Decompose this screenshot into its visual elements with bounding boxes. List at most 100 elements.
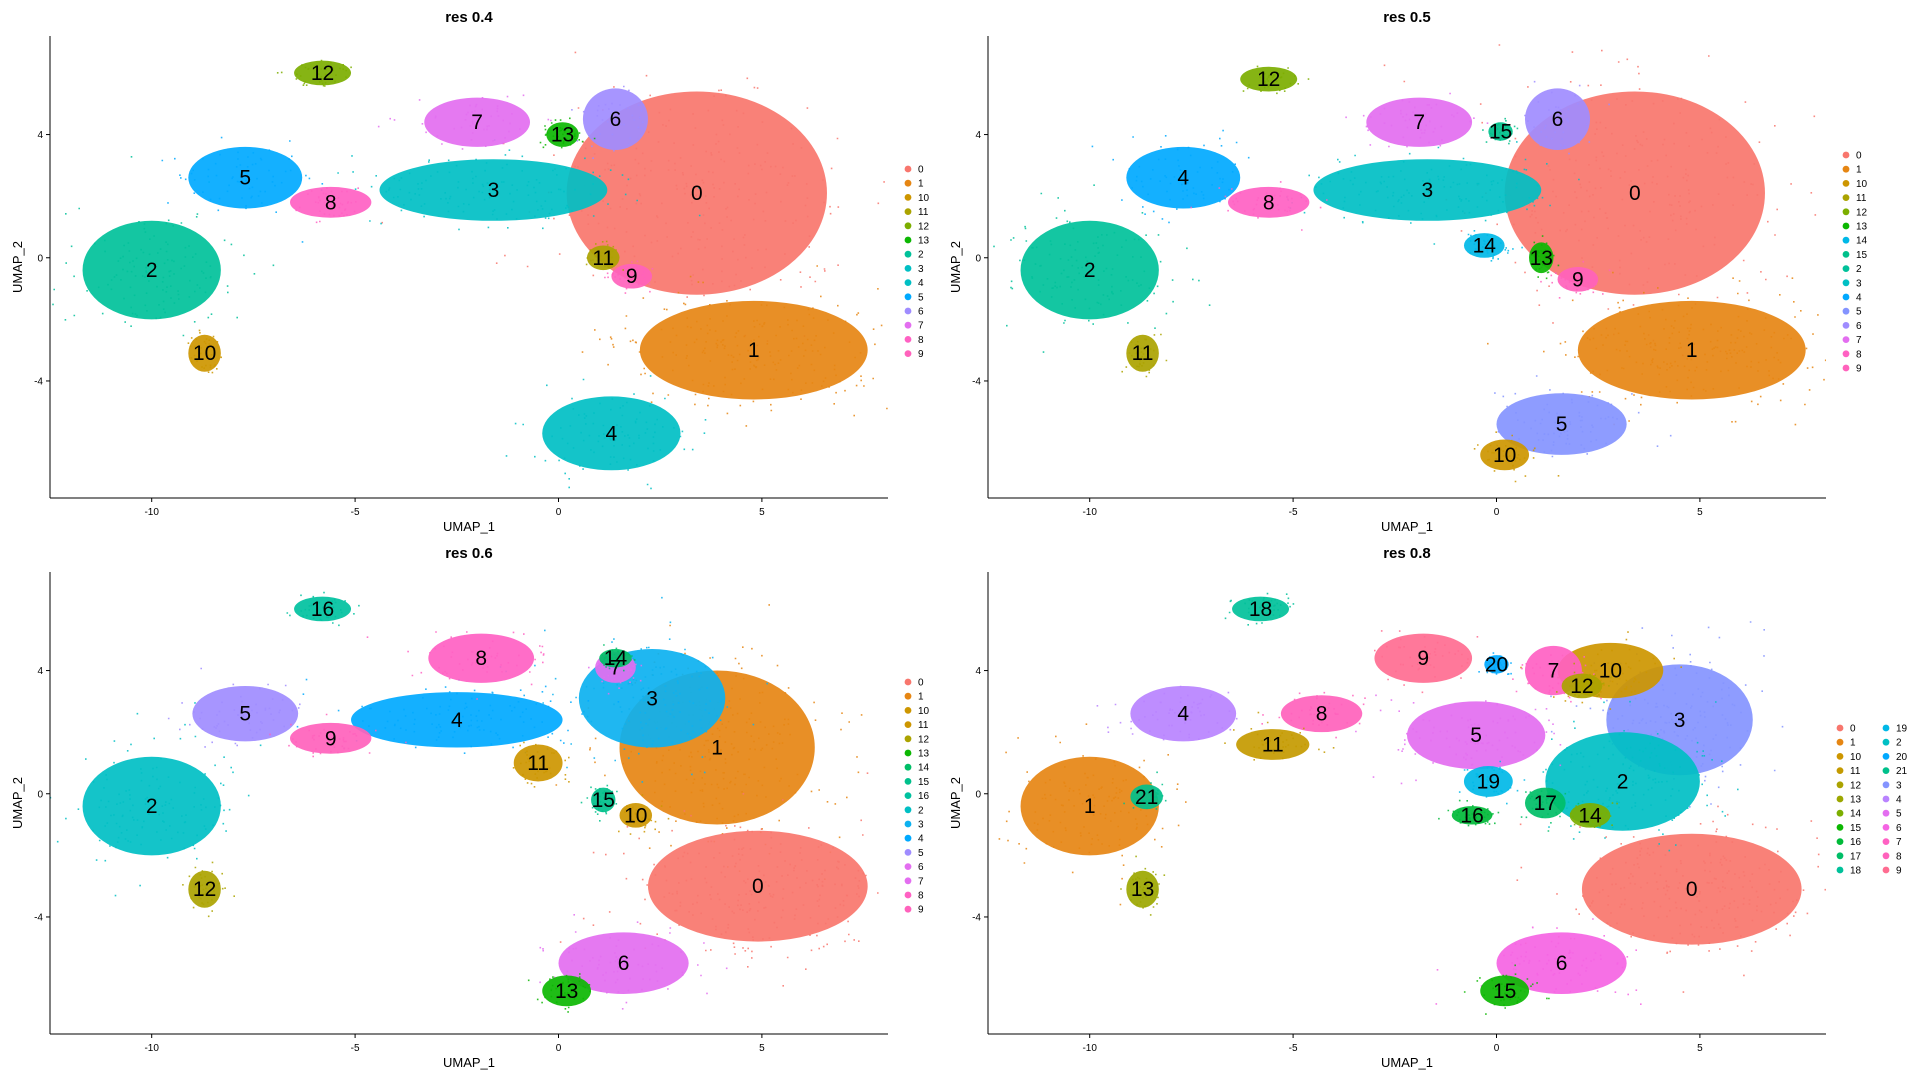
- legend-label: 1: [918, 692, 924, 703]
- x-axis-label: UMAP_1: [443, 519, 495, 534]
- cluster-9-points: [1540, 260, 1611, 299]
- cluster-16-points: [1438, 799, 1500, 827]
- cluster-9-blob: [1374, 633, 1473, 683]
- cluster-label: 9: [325, 727, 337, 750]
- cluster-label: 8: [325, 191, 337, 214]
- cluster-label: 2: [1617, 770, 1629, 793]
- legend-swatch: [904, 834, 912, 842]
- cluster-11-blob: [513, 744, 563, 782]
- cluster-label: 7: [610, 656, 622, 679]
- cluster-label: 4: [1177, 167, 1189, 190]
- cluster-14-points: [599, 644, 636, 672]
- cluster-label: 1: [748, 339, 760, 362]
- legend-label: 3: [1856, 278, 1862, 289]
- cluster-6-points: [539, 914, 728, 1010]
- cluster-9-blob: [611, 263, 653, 289]
- y-tick-label: 4: [37, 130, 43, 141]
- cluster-2-points: [50, 702, 262, 897]
- legend-swatch: [904, 877, 912, 885]
- cluster-11-points: [1224, 711, 1335, 761]
- cluster-3-points: [1286, 141, 1580, 245]
- legend-swatch: [904, 692, 912, 700]
- cluster-label: 10: [1599, 660, 1622, 683]
- panel-title: res 0.6: [445, 545, 493, 562]
- legend-swatch: [1836, 824, 1844, 831]
- cluster-label: 11: [592, 247, 614, 270]
- panel-2: res 0.5-10 -5 0 5-404UMAP_1UMAP_20123456789…: [948, 9, 1868, 534]
- point-cloud: [50, 591, 879, 1013]
- cluster-15-blob: [1488, 122, 1513, 141]
- legend-label: 7: [918, 876, 924, 887]
- legend-label: 10: [918, 706, 930, 717]
- cluster-9-points: [269, 713, 407, 758]
- cluster-label: 0: [1686, 878, 1698, 901]
- cluster-13-speckle: [1120, 855, 1166, 916]
- legend-swatch: [904, 336, 912, 343]
- cluster-13-blob: [1529, 242, 1554, 274]
- y-axis-label: UMAP_2: [10, 241, 25, 293]
- panel-title: res 0.5: [1383, 9, 1431, 26]
- cluster-label: 5: [1556, 413, 1568, 436]
- legend-label: 8: [918, 891, 924, 902]
- x-tick-label: -5: [1289, 1043, 1298, 1054]
- legend-label: 12: [918, 221, 930, 232]
- legend-label: 8: [918, 335, 924, 346]
- legend-label: 10: [918, 193, 930, 204]
- legend-label: 2: [1896, 738, 1902, 749]
- legend-swatch: [1882, 781, 1890, 789]
- cluster-label: 13: [1131, 878, 1154, 901]
- cluster-6-speckle: [1524, 80, 1610, 155]
- legend-swatch: [904, 735, 912, 743]
- cluster-2-blob: [82, 220, 221, 320]
- legend-swatch: [1836, 724, 1844, 732]
- cluster-15-points: [1482, 117, 1519, 145]
- cluster-16-blob: [1451, 806, 1493, 825]
- legend-label: 5: [1896, 809, 1902, 820]
- x-tick-label: -5: [1289, 507, 1298, 518]
- legend-label: 11: [918, 207, 929, 218]
- cluster-15-speckle: [1482, 117, 1519, 145]
- cluster-8-blob: [428, 633, 535, 683]
- legend-label: 9: [918, 905, 924, 916]
- cluster-14-blob: [1569, 803, 1611, 828]
- legend-swatch: [1842, 279, 1850, 287]
- y-tick-label: -4: [34, 376, 43, 387]
- cluster-6-blob: [558, 932, 689, 994]
- cluster-4-speckle: [1096, 685, 1238, 741]
- cluster-11-blob: [1236, 729, 1310, 760]
- cluster-18-blob: [1232, 596, 1290, 622]
- cluster-10-blob: [619, 803, 653, 828]
- legend-label: 13: [918, 236, 930, 247]
- legend-label: 2: [1856, 264, 1862, 275]
- legend-swatch: [904, 321, 912, 329]
- cluster-label: 2: [146, 795, 158, 818]
- panel-4: res 0.8-10 -5 0 5-404UMAP_1UMAP_20123456789…: [948, 545, 1908, 1070]
- cluster-label: 3: [1421, 179, 1433, 202]
- legend-swatch: [904, 208, 912, 216]
- point-cloud: [52, 51, 888, 490]
- cluster-10-blob: [188, 334, 221, 372]
- cluster-label: 4: [451, 709, 463, 732]
- legend-swatch: [1882, 724, 1890, 732]
- legend-swatch: [1842, 293, 1850, 301]
- cluster-label: 14: [1578, 804, 1602, 827]
- cluster-21-points: [1123, 771, 1167, 810]
- cluster-label: 16: [311, 598, 334, 621]
- cluster-16-blob: [294, 596, 352, 622]
- cluster-label: 7: [1548, 660, 1560, 683]
- cluster-2-points: [993, 184, 1211, 353]
- panel-title: res 0.4: [445, 9, 493, 26]
- cluster-7-points: [377, 94, 552, 150]
- cluster-0-blob: [647, 830, 868, 942]
- legend-label: 17: [1850, 851, 1862, 862]
- cluster-label: 10: [624, 804, 647, 827]
- legend-label: 0: [1856, 151, 1862, 162]
- legend-swatch: [904, 250, 912, 258]
- legend-swatch: [1882, 866, 1890, 874]
- legend-swatch: [1842, 265, 1850, 272]
- legend-label: 9: [1896, 866, 1902, 877]
- cluster-2-points: [52, 156, 275, 337]
- y-tick-label: 0: [975, 253, 981, 264]
- cluster-6-blob: [1524, 88, 1591, 150]
